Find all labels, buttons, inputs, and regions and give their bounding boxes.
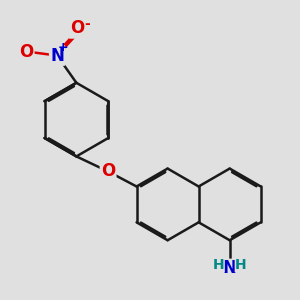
Text: O: O	[19, 44, 33, 62]
Text: H: H	[235, 258, 247, 272]
Text: O: O	[101, 162, 115, 180]
Text: N: N	[223, 260, 237, 278]
Text: N: N	[50, 46, 64, 64]
Text: O: O	[70, 20, 84, 38]
Text: +: +	[58, 41, 68, 54]
Text: H: H	[213, 258, 224, 272]
Text: -: -	[84, 16, 89, 31]
